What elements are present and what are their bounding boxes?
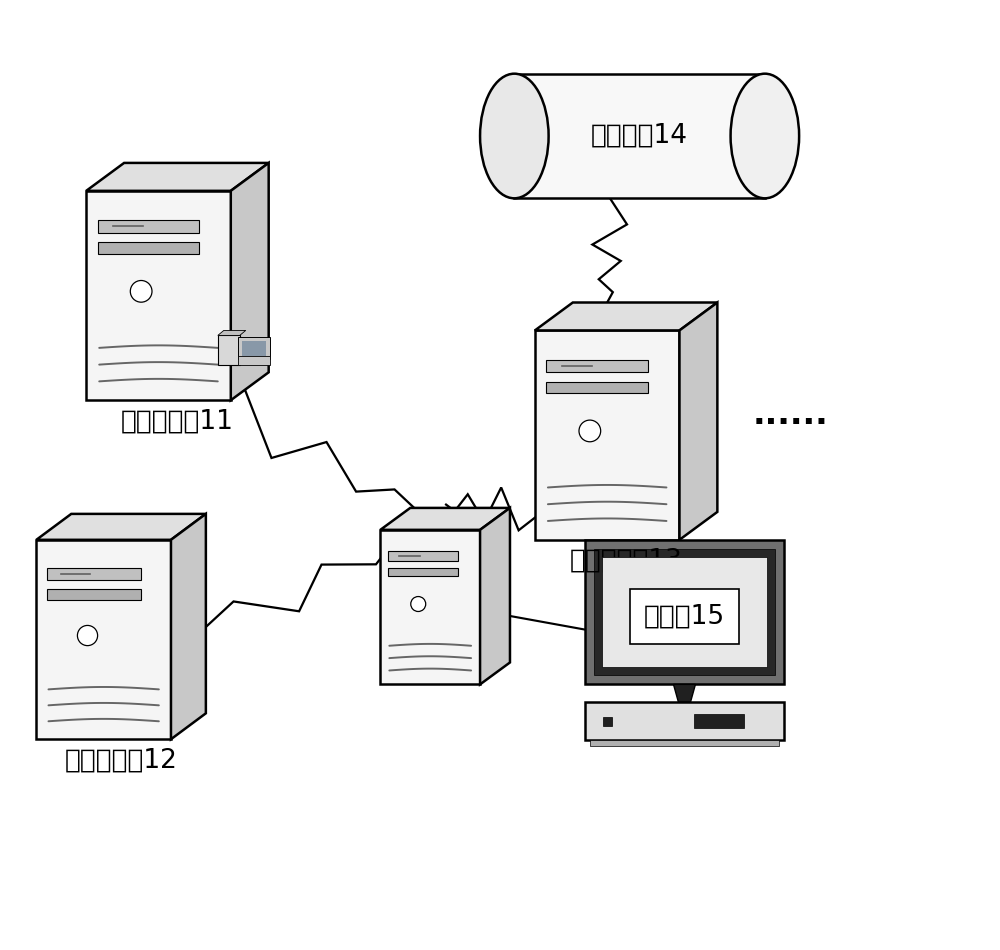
Polygon shape [535,302,717,331]
Polygon shape [218,331,246,335]
Polygon shape [546,382,648,393]
Polygon shape [594,549,775,675]
Circle shape [77,625,98,646]
Polygon shape [380,530,480,684]
Polygon shape [590,740,779,746]
Polygon shape [585,540,784,684]
Polygon shape [238,337,270,359]
Polygon shape [388,552,458,560]
Circle shape [411,597,426,612]
Text: 域名服务器12: 域名服务器12 [65,748,178,773]
Ellipse shape [731,74,799,199]
Polygon shape [242,341,266,356]
Polygon shape [673,684,695,702]
Circle shape [579,420,601,442]
Polygon shape [603,717,612,726]
Polygon shape [218,335,240,366]
Polygon shape [630,589,739,644]
Text: 业务服务器11: 业务服务器11 [121,408,234,434]
Circle shape [130,280,152,302]
Polygon shape [86,162,269,191]
Polygon shape [679,302,717,540]
Polygon shape [694,714,744,729]
Polygon shape [480,508,510,684]
Text: 缓存服务器13: 缓存服务器13 [570,548,683,574]
Text: ......: ...... [752,398,828,430]
Polygon shape [47,568,141,580]
Polygon shape [514,74,765,199]
Ellipse shape [480,74,549,199]
Polygon shape [98,220,199,233]
Polygon shape [546,360,648,372]
Polygon shape [602,557,767,668]
Polygon shape [98,242,199,254]
Polygon shape [36,514,206,540]
Polygon shape [47,589,141,599]
Polygon shape [238,356,270,366]
Polygon shape [171,514,206,739]
Text: 源服务器14: 源服务器14 [591,123,688,149]
Polygon shape [231,162,269,400]
Polygon shape [36,540,171,739]
Text: 客户端15: 客户端15 [644,603,725,630]
Polygon shape [585,702,784,740]
Polygon shape [86,191,231,400]
Polygon shape [380,508,510,530]
Polygon shape [535,331,679,540]
Polygon shape [388,568,458,577]
